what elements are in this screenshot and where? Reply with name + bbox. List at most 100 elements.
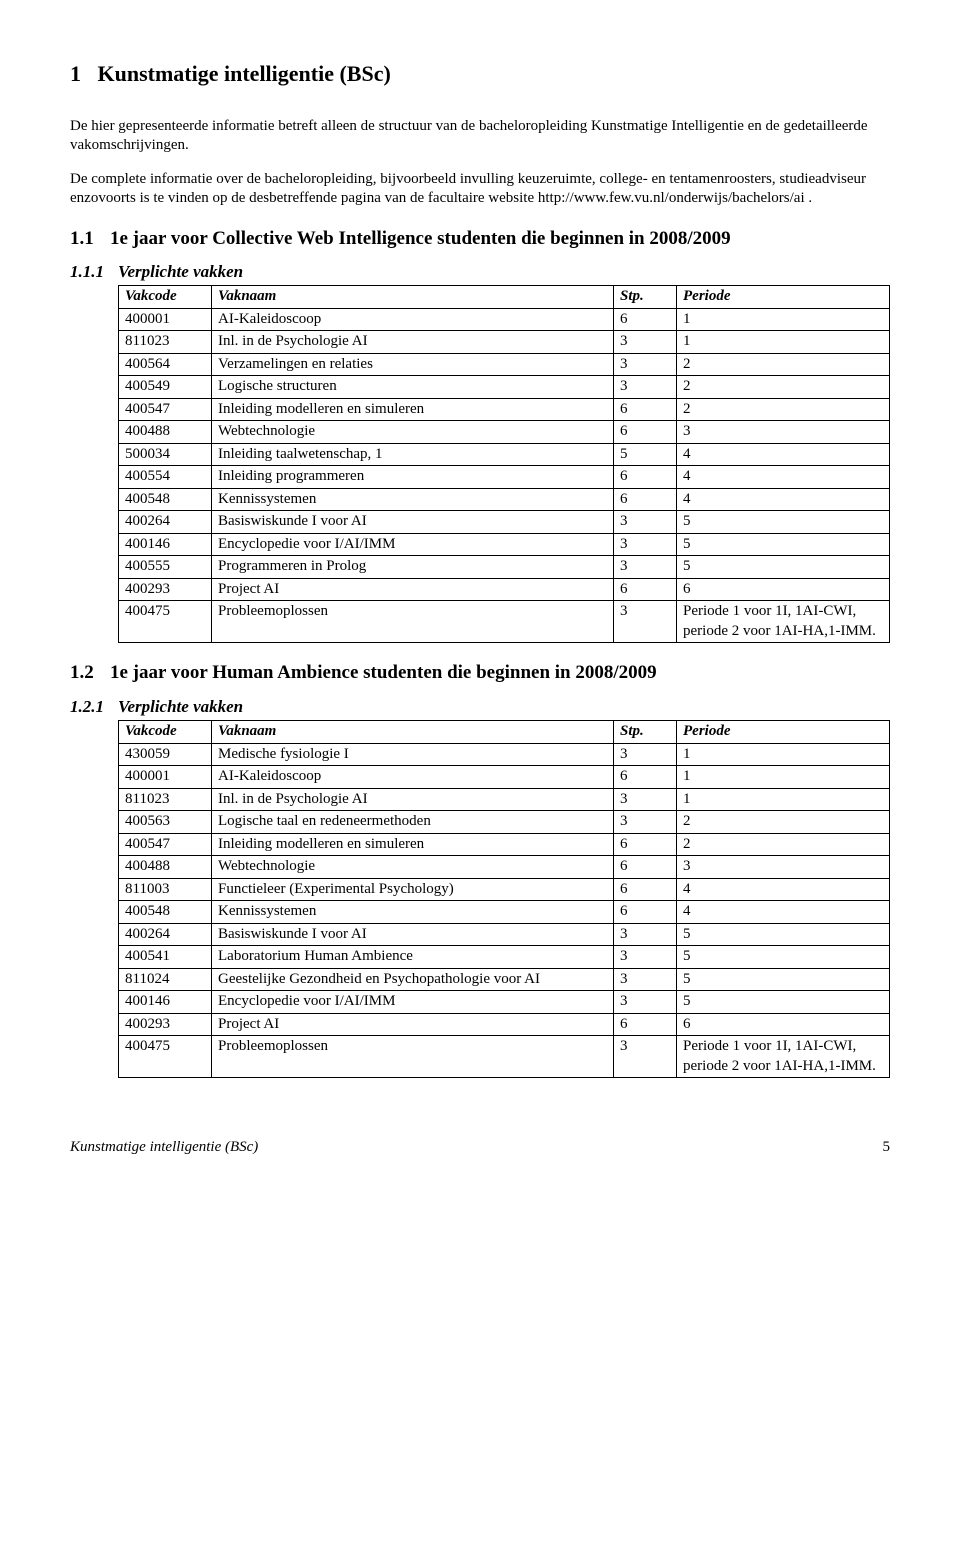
- section-number: 1.2: [70, 661, 110, 686]
- cell-name: Medische fysiologie I: [212, 743, 614, 766]
- cell-name: Geestelijke Gezondheid en Psychopatholog…: [212, 968, 614, 991]
- cell-code: 400555: [119, 556, 212, 579]
- table-row: 400146Encyclopedie voor I/AI/IMM35: [119, 533, 890, 556]
- cell-period: 4: [677, 488, 890, 511]
- cell-name: AI-Kaleidoscoop: [212, 766, 614, 789]
- cell-code: 811023: [119, 331, 212, 354]
- cell-code: 400475: [119, 1036, 212, 1078]
- cell-code: 811003: [119, 878, 212, 901]
- cell-stp: 3: [614, 788, 677, 811]
- cell-stp: 3: [614, 601, 677, 643]
- cell-name: Programmeren in Prolog: [212, 556, 614, 579]
- cell-name: Inleiding modelleren en simuleren: [212, 833, 614, 856]
- cell-period: 5: [677, 968, 890, 991]
- cell-stp: 3: [614, 968, 677, 991]
- cell-code: 400488: [119, 856, 212, 879]
- table-row: 400547Inleiding modelleren en simuleren6…: [119, 833, 890, 856]
- cell-name: Webtechnologie: [212, 421, 614, 444]
- cell-period: 1: [677, 331, 890, 354]
- table-row: 811024Geestelijke Gezondheid en Psychopa…: [119, 968, 890, 991]
- cell-stp: 5: [614, 443, 677, 466]
- cell-name: Webtechnologie: [212, 856, 614, 879]
- cell-code: 400293: [119, 578, 212, 601]
- cell-period: 1: [677, 766, 890, 789]
- cell-stp: 6: [614, 398, 677, 421]
- cell-stp: 3: [614, 946, 677, 969]
- cell-code: 500034: [119, 443, 212, 466]
- cell-code: 400541: [119, 946, 212, 969]
- cell-name: Basiswiskunde I voor AI: [212, 923, 614, 946]
- footer-page-number: 5: [883, 1138, 891, 1158]
- cell-period: 6: [677, 1013, 890, 1036]
- cell-code: 400548: [119, 901, 212, 924]
- page-footer: Kunstmatige intelligentie (BSc) 5: [70, 1138, 890, 1158]
- cell-period: 5: [677, 991, 890, 1014]
- section-title: 1e jaar voor Collective Web Intelligence…: [110, 227, 731, 252]
- cell-name: Logische taal en redeneermethoden: [212, 811, 614, 834]
- footer-title: Kunstmatige intelligentie (BSc): [70, 1138, 258, 1158]
- cell-name: Inl. in de Psychologie AI: [212, 788, 614, 811]
- header-vaknaam: Vaknaam: [212, 286, 614, 309]
- cell-stp: 6: [614, 856, 677, 879]
- table-row: 400264Basiswiskunde I voor AI35: [119, 923, 890, 946]
- table-row: 400548Kennissystemen64: [119, 488, 890, 511]
- section-title: 1e jaar voor Human Ambience studenten di…: [110, 661, 657, 686]
- cell-name: Inleiding programmeren: [212, 466, 614, 489]
- header-periode: Periode: [677, 721, 890, 744]
- cell-name: Kennissystemen: [212, 488, 614, 511]
- intro-paragraph-1: De hier gepresenteerde informatie betref…: [70, 117, 890, 156]
- cell-period: 5: [677, 533, 890, 556]
- cell-period: 5: [677, 946, 890, 969]
- subsection-title: Verplichte vakken: [118, 696, 243, 718]
- cell-stp: 6: [614, 901, 677, 924]
- intro-paragraph-2: De complete informatie over de bacheloro…: [70, 170, 890, 209]
- cell-code: 400549: [119, 376, 212, 399]
- cell-stp: 3: [614, 511, 677, 534]
- cell-period: 4: [677, 466, 890, 489]
- cell-period: 3: [677, 856, 890, 879]
- table-row: 430059Medische fysiologie I31: [119, 743, 890, 766]
- cell-stp: 3: [614, 991, 677, 1014]
- cell-name: Inleiding modelleren en simuleren: [212, 398, 614, 421]
- cell-name: Logische structuren: [212, 376, 614, 399]
- cell-name: Functieleer (Experimental Psychology): [212, 878, 614, 901]
- cell-stp: 3: [614, 533, 677, 556]
- cell-code: 400001: [119, 308, 212, 331]
- page-heading: 1 Kunstmatige intelligentie (BSc): [70, 60, 890, 89]
- subsection-number: 1.2.1: [70, 696, 118, 718]
- cell-code: 400554: [119, 466, 212, 489]
- cell-name: Probleemoplossen: [212, 601, 614, 643]
- cell-stp: 6: [614, 766, 677, 789]
- cell-name: Basiswiskunde I voor AI: [212, 511, 614, 534]
- cell-period: 4: [677, 901, 890, 924]
- cell-name: Inleiding taalwetenschap, 1: [212, 443, 614, 466]
- cell-period: 6: [677, 578, 890, 601]
- header-vakcode: Vakcode: [119, 286, 212, 309]
- header-vakcode: Vakcode: [119, 721, 212, 744]
- cell-code: 400547: [119, 398, 212, 421]
- cell-code: 811024: [119, 968, 212, 991]
- cell-period: 1: [677, 788, 890, 811]
- section-number: 1.1: [70, 227, 110, 252]
- table-row: 400488Webtechnologie63: [119, 421, 890, 444]
- cell-code: 400264: [119, 923, 212, 946]
- cell-period: Periode 1 voor 1I, 1AI-CWI, periode 2 vo…: [677, 601, 890, 643]
- cell-stp: 3: [614, 376, 677, 399]
- header-vaknaam: Vaknaam: [212, 721, 614, 744]
- cell-code: 430059: [119, 743, 212, 766]
- cell-stp: 6: [614, 1013, 677, 1036]
- cell-period: 5: [677, 556, 890, 579]
- table-row: 400541Laboratorium Human Ambience35: [119, 946, 890, 969]
- cell-code: 400293: [119, 1013, 212, 1036]
- table-row: 400488Webtechnologie63: [119, 856, 890, 879]
- header-stp: Stp.: [614, 286, 677, 309]
- cell-stp: 6: [614, 488, 677, 511]
- cell-code: 400001: [119, 766, 212, 789]
- cell-name: Kennissystemen: [212, 901, 614, 924]
- cell-period: 2: [677, 833, 890, 856]
- cell-stp: 3: [614, 923, 677, 946]
- table-row: 400475Probleemoplossen3Periode 1 voor 1I…: [119, 1036, 890, 1078]
- header-stp: Stp.: [614, 721, 677, 744]
- table-row: 400293Project AI66: [119, 578, 890, 601]
- cell-period: 2: [677, 353, 890, 376]
